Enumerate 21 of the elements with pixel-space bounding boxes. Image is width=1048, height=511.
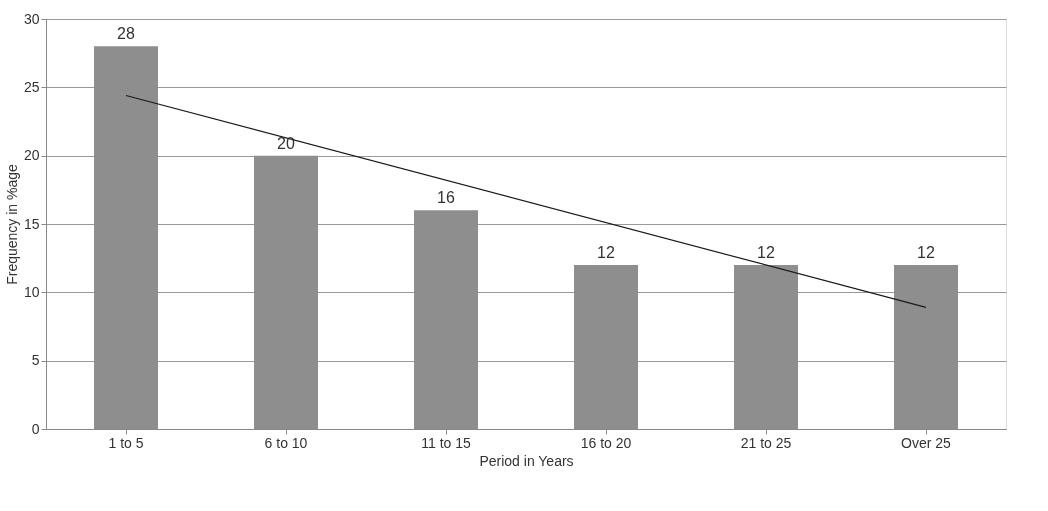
y-tick-label: 0 — [31, 420, 40, 437]
y-tick-label: 30 — [23, 10, 40, 27]
x-tick-label: 11 to 15 — [421, 434, 471, 451]
x-tick-label: Over 25 — [901, 434, 952, 451]
data-label: 20 — [277, 134, 295, 152]
data-label: 12 — [917, 244, 935, 261]
y-tick-label: 5 — [31, 352, 40, 369]
x-tick-label: 1 to 5 — [108, 434, 144, 451]
y-tick-label: 10 — [23, 283, 40, 300]
x-axis-title: Period in Years — [479, 452, 574, 469]
data-label: 16 — [437, 189, 455, 207]
data-label: 28 — [117, 25, 135, 43]
x-tick-label: 21 to 25 — [740, 434, 792, 451]
x-tick-label: 16 to 20 — [580, 434, 632, 451]
x-tick-label: 6 to 10 — [264, 434, 308, 451]
y-tick-label: 20 — [23, 147, 40, 164]
y-tick-label: 15 — [23, 215, 40, 232]
data-label: 12 — [757, 244, 775, 261]
y-axis-title: Frequency in %age — [3, 163, 20, 285]
data-label: 12 — [597, 244, 615, 261]
y-tick-label: 25 — [23, 78, 40, 95]
